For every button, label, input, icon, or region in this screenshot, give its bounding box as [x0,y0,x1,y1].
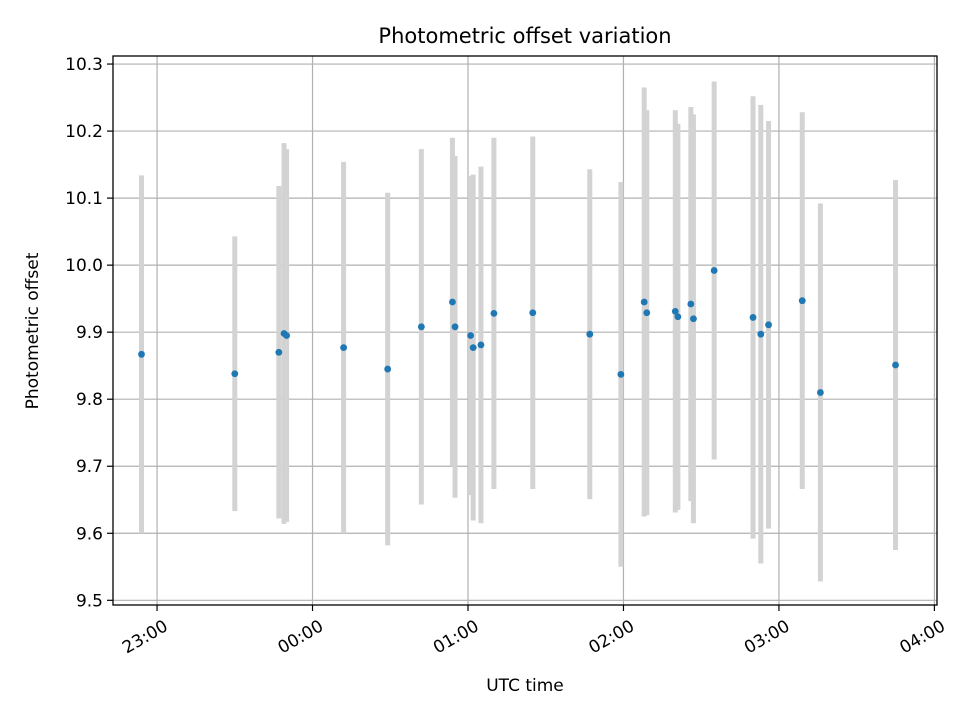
data-point [671,307,679,315]
data-point [690,315,697,323]
data-points [138,267,899,396]
y-tick-label: 9.5 [76,591,103,611]
chart-title: Photometric offset variation [378,24,671,48]
x-tick-label: 00:00 [275,616,327,658]
data-point [529,309,537,317]
x-gridlines [156,56,936,605]
y-gridlines [113,63,937,601]
data-point [469,344,477,351]
data-point [749,314,757,321]
data-point [643,309,651,317]
x-axis-label: UTC time [486,676,564,696]
x-tick-label: 02:00 [586,616,638,658]
data-point [490,310,498,317]
data-point [757,330,765,338]
data-point [283,332,291,339]
data-point [710,267,718,274]
data-point [340,344,348,351]
data-point [617,371,625,378]
y-tick-label: 9.8 [76,390,103,410]
x-tick-label: 04:00 [896,616,948,658]
data-point [384,365,392,373]
x-tick-label: 01:00 [430,616,482,658]
y-tick-label: 10.1 [65,189,103,209]
data-point [467,332,474,339]
data-point [417,323,425,331]
data-point [275,348,283,356]
data-point [138,350,145,358]
data-point [674,313,682,321]
data-point [765,321,772,329]
y-tick-label: 9.9 [76,323,103,343]
y-tick-label: 9.7 [76,457,103,477]
data-point [231,370,239,378]
error-bars [139,81,899,582]
data-point [798,297,806,305]
data-point [451,323,459,331]
data-point [477,341,485,349]
plot-area-frame [112,55,938,606]
y-tick-label: 9.6 [76,524,103,544]
data-point [687,300,695,308]
y-tick-label: 10.0 [65,256,103,276]
y-axis-ticks: 9.5 9.6 9.7 9.8 9.9 10.0 10.1 10.2 10.3 [65,55,113,611]
data-point [449,298,456,306]
data-point [640,298,648,306]
x-tick-label: 03:00 [741,616,793,658]
data-point [816,389,824,396]
data-point [586,330,594,338]
y-tick-label: 10.2 [65,122,103,142]
data-point [892,361,899,369]
y-tick-label: 10.3 [65,55,103,75]
y-axis-label: Photometric offset [23,252,43,409]
x-tick-label: 23:00 [119,616,171,658]
x-axis-ticks: 23:00 00:00 01:00 02:00 03:00 04:00 [119,605,949,658]
